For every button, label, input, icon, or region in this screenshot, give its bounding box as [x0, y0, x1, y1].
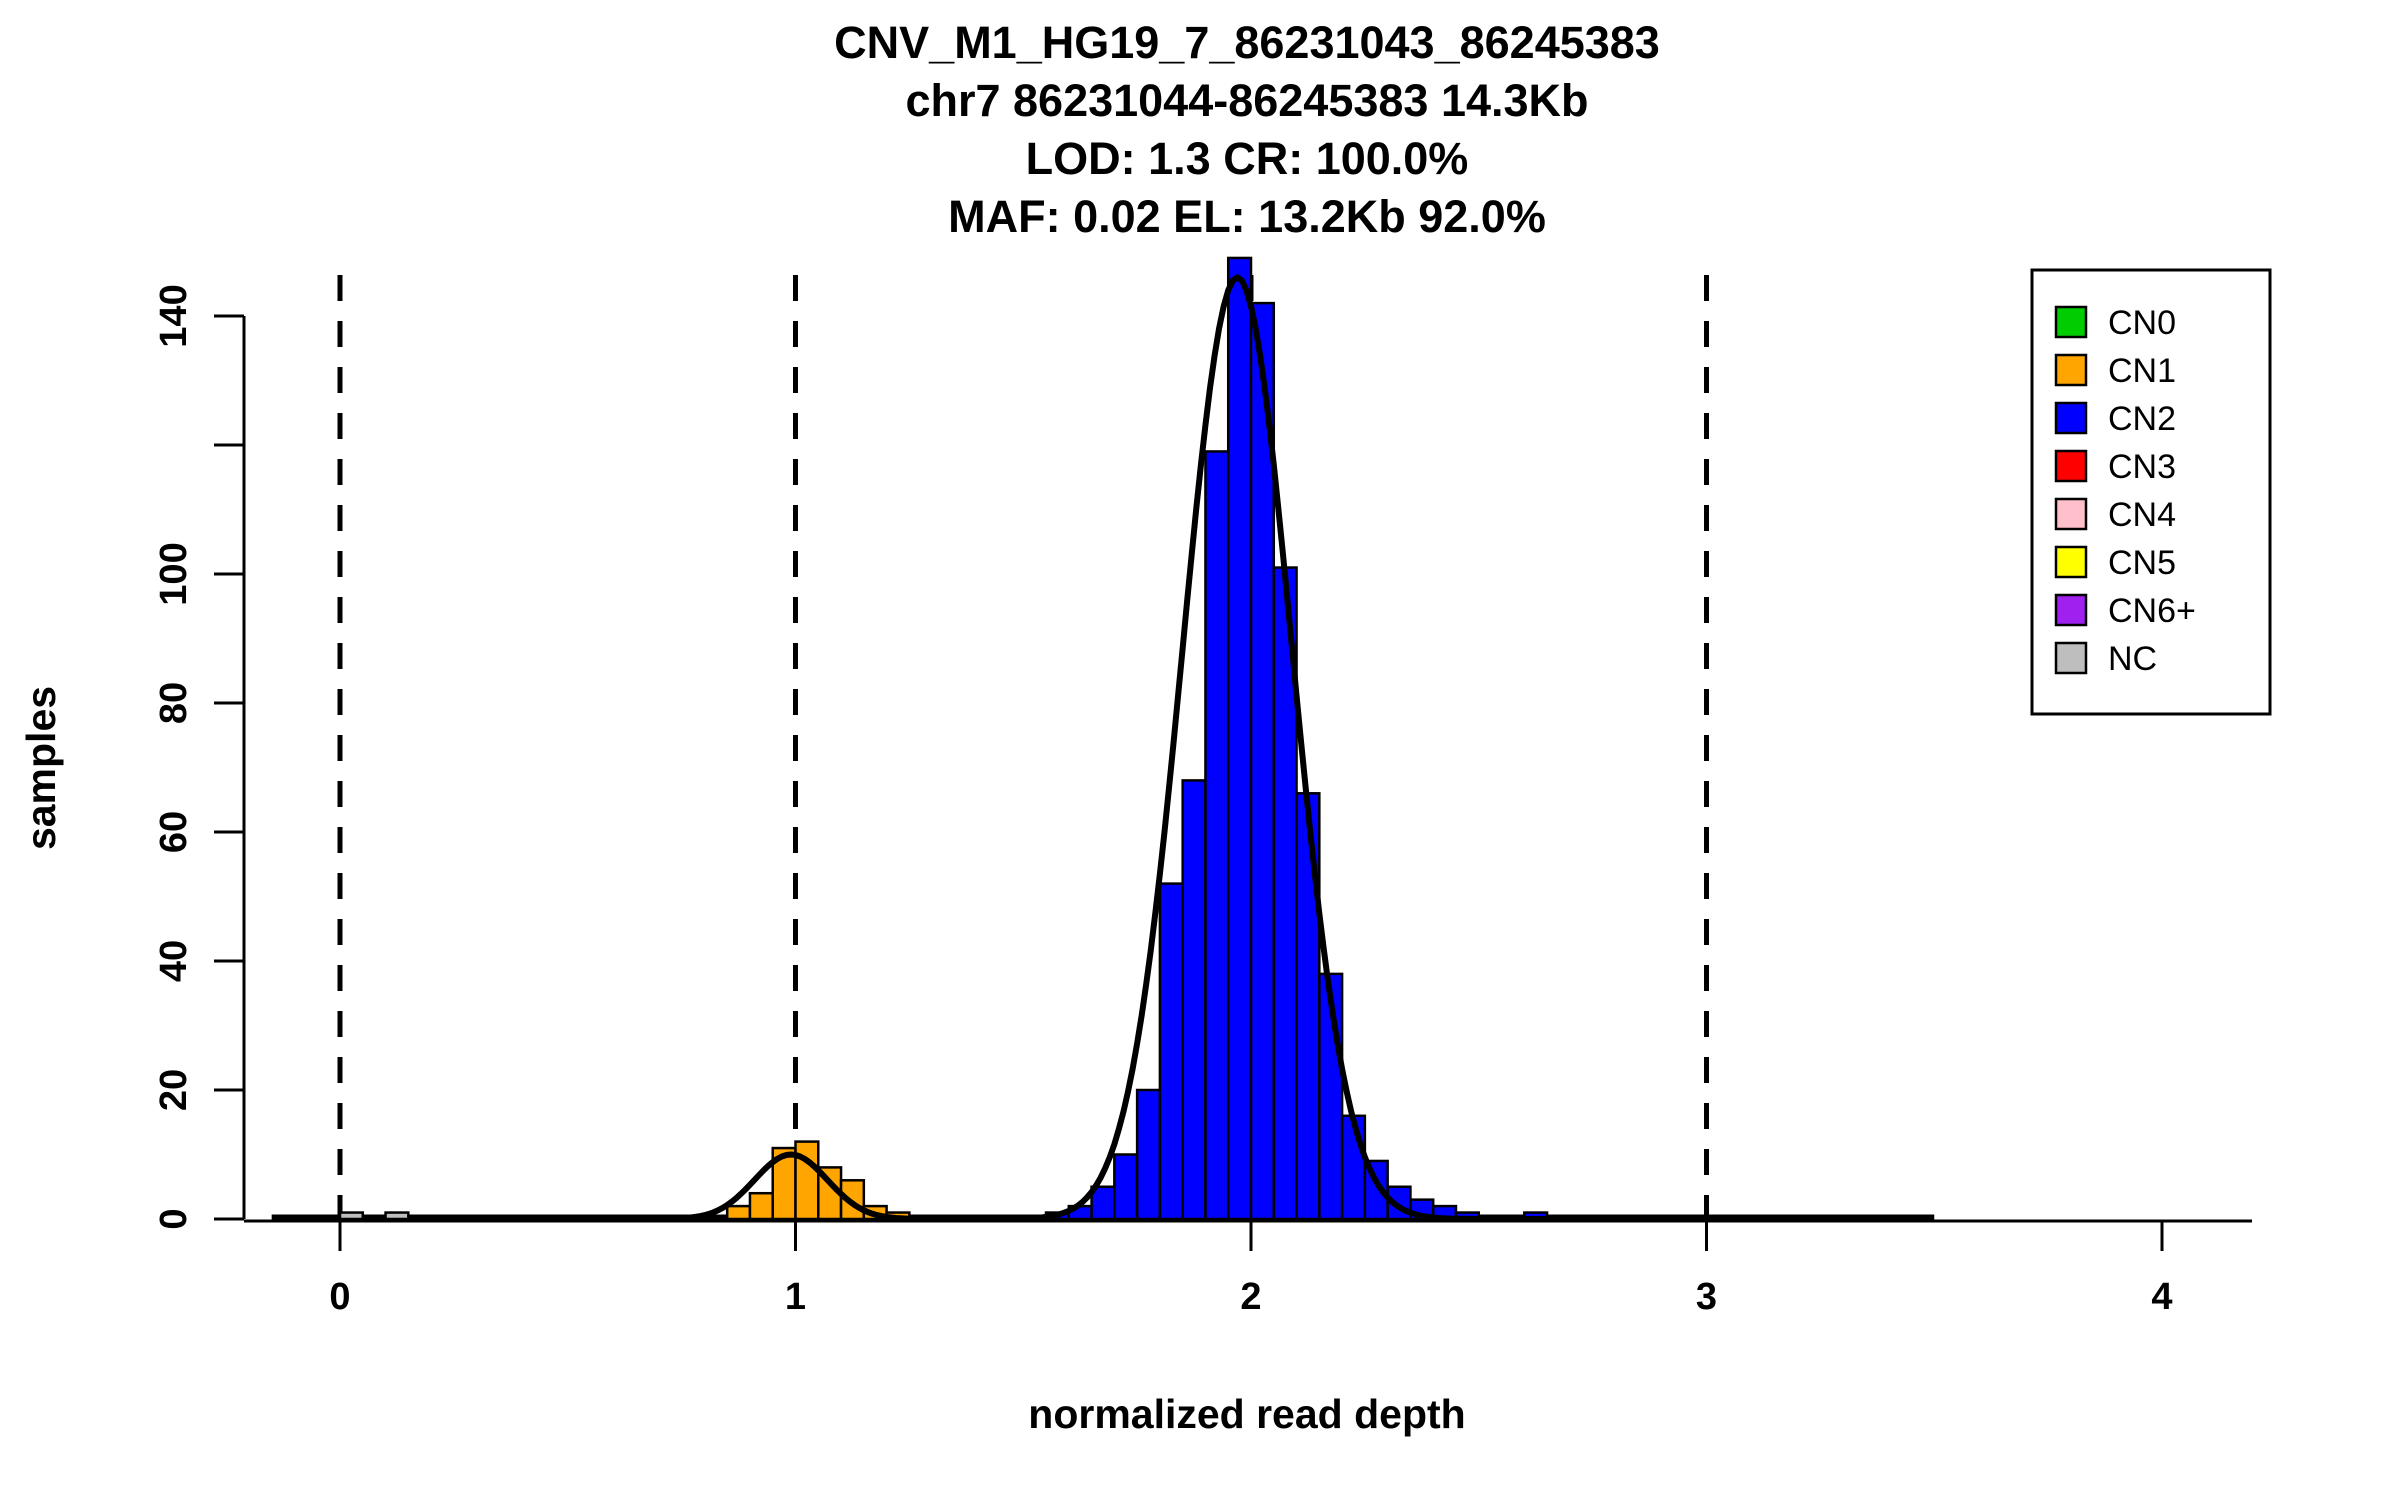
legend-item-cn3: CN3 [2054, 448, 2176, 486]
x-axis-label: normalized read depth [1028, 1391, 1465, 1437]
legend-swatch-cn0 [2054, 305, 2088, 339]
legend-item-cn5: CN5 [2054, 544, 2176, 582]
histogram-bar-cn1 [725, 1204, 752, 1221]
legend-swatch-cn3 [2054, 449, 2088, 483]
y-tick-label: 0 [153, 1208, 195, 1229]
y-tick-label: 80 [153, 682, 195, 724]
x-tick-label: 0 [329, 1276, 350, 1318]
gaussian-curve-cn2-fit [974, 274, 1664, 1222]
y-axis-label: samples [18, 686, 64, 850]
chart-title-block: CNV_M1_HG19_7_86231043_86245383 chr7 862… [834, 17, 1660, 242]
histogram-bar-cn2 [1204, 450, 1230, 1221]
legend-box [2030, 268, 2272, 716]
legend-label-cn0: CN0 [2108, 304, 2176, 342]
y-tick-label: 40 [153, 940, 195, 982]
legend: CN0 CN1 CN2 CN3 CN4 CN5 CN6+ NC [2030, 268, 2272, 716]
title-line-1: CNV_M1_HG19_7_86231043_86245383 [834, 17, 1660, 68]
title-line-4: MAF: 0.02 EL: 13.2Kb 92.0% [948, 191, 1546, 242]
legend-label-cn6plus: CN6+ [2108, 592, 2196, 630]
legend-item-cn4: CN4 [2054, 496, 2176, 534]
legend-swatch-cn2 [2054, 401, 2088, 435]
histogram-bar-cn2 [1135, 1088, 1162, 1221]
y-tick-label: 100 [153, 542, 195, 605]
title-line-3: LOD: 1.3 CR: 100.0% [1026, 133, 1469, 184]
legend-item-cn6plus: CN6+ [2054, 592, 2196, 630]
legend-item-nc: NC [2054, 640, 2157, 678]
legend-label-cn1: CN1 [2108, 352, 2176, 390]
histogram-bar-cn2 [1158, 882, 1184, 1221]
x-tick-label: 2 [1240, 1276, 1261, 1318]
histogram-bar-nc [384, 1211, 410, 1221]
y-tick-label: 20 [153, 1069, 195, 1111]
legend-swatch-nc [2054, 641, 2088, 675]
histogram-bar-cn2 [1113, 1153, 1139, 1221]
legend-label-nc: NC [2108, 640, 2157, 678]
x-tick-label: 3 [1696, 1276, 1717, 1318]
legend-label-cn5: CN5 [2108, 544, 2176, 582]
legend-label-cn4: CN4 [2108, 496, 2176, 534]
legend-label-cn3: CN3 [2108, 448, 2176, 486]
histogram-bar-cn2 [1226, 256, 1253, 1221]
legend-item-cn1: CN1 [2054, 352, 2176, 390]
legend-swatch-cn5 [2054, 545, 2088, 579]
y-tick-label: 140 [153, 284, 195, 347]
gaussian-curve-cn1-fit [587, 1151, 1004, 1222]
histogram-bar-cn1 [748, 1191, 774, 1221]
y-tick-label: 60 [153, 811, 195, 853]
title-line-2: chr7 86231044-86245383 14.3Kb [905, 75, 1588, 126]
x-tick-label: 1 [785, 1276, 806, 1318]
legend-swatch-cn4 [2054, 497, 2088, 531]
histogram-bar-cn2 [1181, 779, 1207, 1221]
legend-swatch-cn6plus [2054, 593, 2088, 627]
legend-item-cn0: CN0 [2054, 304, 2176, 342]
histogram-bar-nc [338, 1211, 365, 1221]
legend-swatch-cn1 [2054, 353, 2088, 387]
legend-label-cn2: CN2 [2108, 400, 2176, 438]
legend-item-cn2: CN2 [2054, 400, 2176, 438]
x-tick-label: 4 [2151, 1276, 2172, 1318]
